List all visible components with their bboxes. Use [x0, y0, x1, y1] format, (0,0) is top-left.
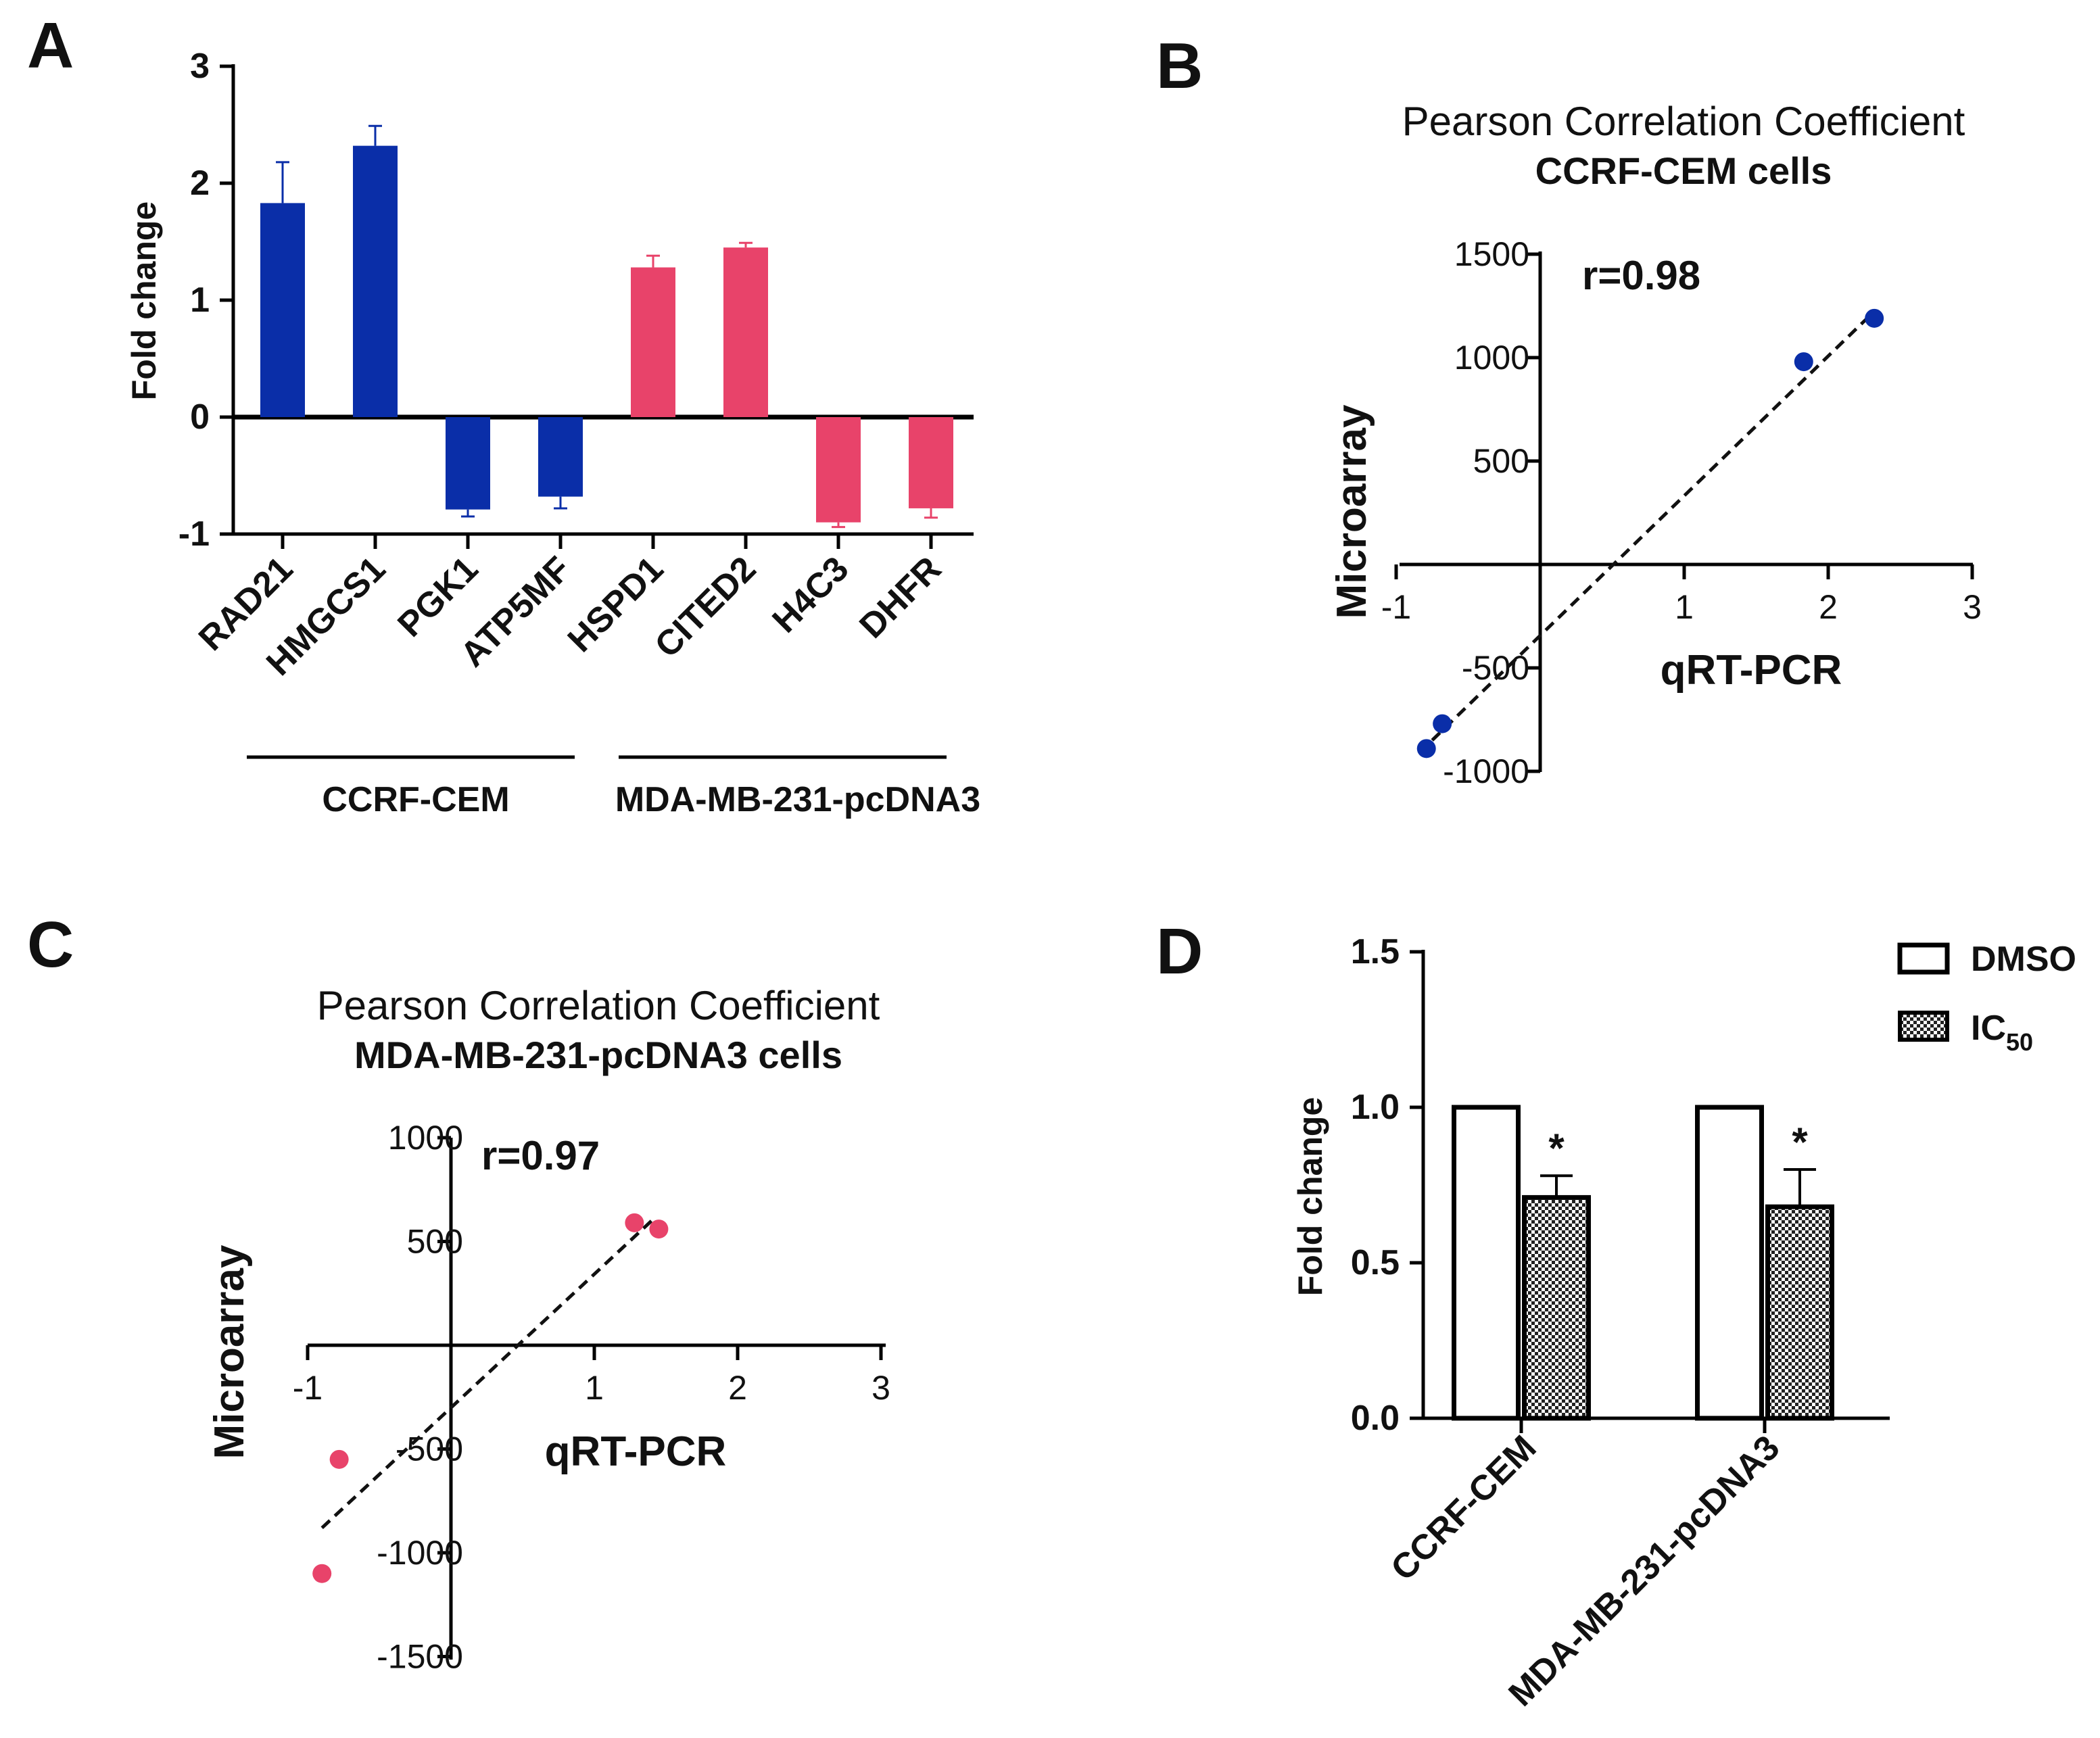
panel-b-data-point — [1416, 739, 1436, 758]
panel-a-bar-cited2 — [723, 247, 768, 417]
panel-a-x-tick-label: DHFR — [852, 549, 949, 646]
panel-d-significance-star: * — [1548, 1126, 1565, 1171]
panel-a-group-label-1: CCRF-CEM — [322, 780, 509, 819]
panel-c-scatter-chart: Pearson Correlation Coefficient MDA-MB-2… — [206, 983, 890, 1676]
panel-b-title: Pearson Correlation Coefficient — [1402, 99, 1965, 144]
panel-b-y-tick-label: 1500 — [1454, 235, 1529, 273]
legend-swatch-ic50 — [1898, 1011, 1949, 1042]
panel-b-subtitle: CCRF-CEM cells — [1535, 149, 1832, 192]
panel-b-x-tick-label: 3 — [1963, 588, 1982, 626]
panel-a-y-tick-label: 3 — [190, 47, 210, 86]
panel-c-x-tick-label: 1 — [585, 1369, 604, 1407]
panel-c-y-tick-label: 500 — [407, 1223, 463, 1261]
panel-a-bar-dhfr — [909, 417, 953, 508]
panel-b-r-annotation: r=0.98 — [1582, 253, 1700, 298]
panel-a-y-axis-label: Fold change — [125, 201, 163, 400]
panel-b-fit-line — [1431, 312, 1873, 742]
panel-c-data-point — [329, 1449, 349, 1469]
panel-d-bar-chart: Fold change 1.5 1.0 0.5 0.0 * * CCRF-CEMMDA-… — [1291, 932, 2076, 1714]
panel-d-bar-ic50 — [1765, 1204, 1834, 1421]
legend-label-dmso: DMSO — [1971, 940, 2076, 979]
panel-label-d: D — [1156, 915, 1203, 988]
panel-b-data-point — [1433, 714, 1452, 733]
panel-c-y-tick-label: 1000 — [388, 1119, 463, 1157]
panel-d-y-tick-label: 0.0 — [1351, 1399, 1400, 1438]
panel-c-x-tick-label: 3 — [872, 1369, 890, 1407]
panel-label-b: B — [1156, 30, 1203, 102]
panel-c-fit-line — [320, 1219, 653, 1529]
panel-d-bar-dmso — [1452, 1105, 1521, 1421]
legend-subscript: 50 — [2006, 1028, 2033, 1056]
panel-c-y-tick-label: -1000 — [377, 1534, 463, 1572]
panel-d-bar-ic50 — [1522, 1194, 1591, 1421]
panel-b-y-tick-label: 500 — [1473, 442, 1529, 480]
panel-b-x-tick-label: 1 — [1675, 588, 1694, 626]
panel-c-x-tick-label: 2 — [728, 1369, 747, 1407]
panel-a-y-tick-label: 0 — [190, 397, 210, 437]
panel-c-x-axis-label: qRT-PCR — [545, 1428, 727, 1475]
panel-a-bar-hmgcs1 — [353, 145, 398, 417]
panel-a-y-tick-label: 1 — [190, 281, 210, 320]
panel-a-bar-atp5mf — [538, 417, 583, 497]
panel-b-data-point — [1865, 308, 1884, 328]
panel-b-y-tick-label: -1000 — [1443, 752, 1529, 790]
panel-c-data-point — [625, 1213, 644, 1232]
legend-swatch-dmso — [1897, 942, 1950, 975]
panel-a-bar-hspd1 — [631, 267, 675, 417]
panel-a-y-tick-label: -1 — [178, 514, 210, 554]
panel-d-x-tick-label: CCRF-CEM — [1383, 1428, 1544, 1588]
panel-d-y-tick-label: 0.5 — [1351, 1243, 1400, 1282]
panel-d-y-tick-label: 1.0 — [1351, 1088, 1400, 1127]
panel-d-bar-dmso — [1695, 1105, 1764, 1421]
panel-b-scatter-chart: Pearson Correlation Coefficient CCRF-CEM… — [1329, 99, 1982, 790]
panel-c-title: Pearson Correlation Coefficient — [317, 983, 880, 1028]
panel-c-data-point — [312, 1564, 332, 1583]
panel-c-subtitle: MDA-MB-231-pcDNA3 cells — [354, 1034, 842, 1076]
panel-b-x-tick-label: 2 — [1819, 588, 1838, 626]
panel-a-group-label-2: MDA-MB-231-pcDNA3 — [615, 780, 980, 819]
panel-b-y-tick-label: -500 — [1462, 649, 1529, 687]
panel-a-bar-h4c3 — [816, 417, 861, 523]
panel-c-y-axis-label: Microarray — [206, 1245, 253, 1459]
panel-b-x-axis-label: qRT-PCR — [1661, 647, 1842, 694]
panel-a-x-tick-label: H4C3 — [765, 549, 856, 640]
panel-d-y-axis-label: Fold change — [1291, 1097, 1329, 1296]
panel-c-y-tick-label: -1500 — [377, 1638, 463, 1676]
panel-c-data-point — [649, 1220, 669, 1239]
panel-c-x-tick-label: -1 — [293, 1369, 323, 1407]
panel-a-bar-pgk1 — [446, 417, 490, 510]
panel-a-y-tick-label: 2 — [190, 164, 210, 203]
panel-d-x-tick-label: MDA-MB-231-pcDNA3 — [1501, 1428, 1787, 1714]
panel-b-y-tick-label: 1000 — [1454, 339, 1529, 377]
panel-label-a: A — [27, 9, 74, 82]
panel-b-y-axis-label: Microarray — [1329, 404, 1375, 619]
panel-d-significance-star: * — [1792, 1119, 1808, 1165]
panel-label-c: C — [27, 909, 74, 981]
legend-label-ic50: IC50 — [1971, 1009, 2033, 1056]
panel-a-x-tick-label: CITED2 — [648, 549, 764, 665]
panel-b-x-tick-label: -1 — [1381, 588, 1411, 626]
panel-b-data-point — [1794, 352, 1813, 372]
panel-c-r-annotation: r=0.97 — [481, 1133, 600, 1178]
panel-a-bar-rad21 — [260, 203, 305, 417]
panel-d-y-tick-label: 1.5 — [1351, 932, 1400, 971]
